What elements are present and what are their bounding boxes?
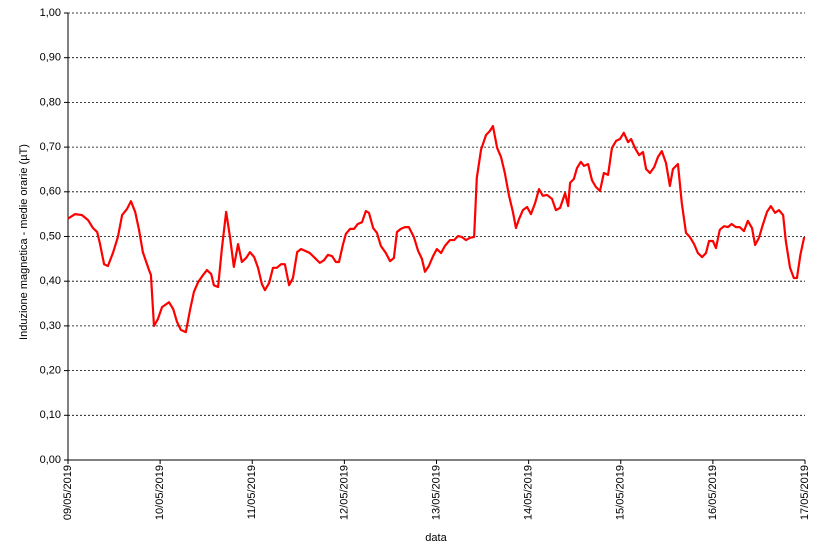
y-tick-label: 0,10 bbox=[40, 409, 61, 421]
y-tick-label: 0,30 bbox=[40, 320, 61, 332]
y-tick-label: 0,20 bbox=[40, 365, 61, 377]
y-tick-label: 0,70 bbox=[40, 141, 61, 153]
y-tick-label: 0,80 bbox=[40, 96, 61, 108]
x-tick-label: 12/05/2019 bbox=[338, 465, 350, 520]
x-axis-label: data bbox=[425, 532, 447, 544]
x-tick-label: 11/05/2019 bbox=[246, 465, 258, 519]
x-tick-label: 14/05/2019 bbox=[523, 465, 535, 520]
y-tick-label: 0,00 bbox=[40, 454, 61, 466]
y-tick-label: 0,50 bbox=[40, 230, 61, 242]
y-tick-label: 1,00 bbox=[40, 7, 61, 19]
x-tick-label: 16/05/2019 bbox=[707, 465, 719, 520]
x-tick-label: 09/05/2019 bbox=[62, 465, 74, 520]
x-tick-label: 17/05/2019 bbox=[799, 465, 811, 520]
y-tick-label: 0,90 bbox=[40, 52, 61, 64]
x-tick-label: 13/05/2019 bbox=[430, 465, 442, 520]
y-axis-label: Induzione magnetica - medie orarie (µT) bbox=[18, 144, 30, 340]
y-tick-label: 0,60 bbox=[40, 186, 61, 198]
data-line bbox=[67, 124, 806, 334]
x-tick-label: 15/05/2019 bbox=[615, 465, 627, 520]
y-tick-label: 0,40 bbox=[40, 275, 61, 287]
x-tick-label: 10/05/2019 bbox=[154, 465, 166, 520]
